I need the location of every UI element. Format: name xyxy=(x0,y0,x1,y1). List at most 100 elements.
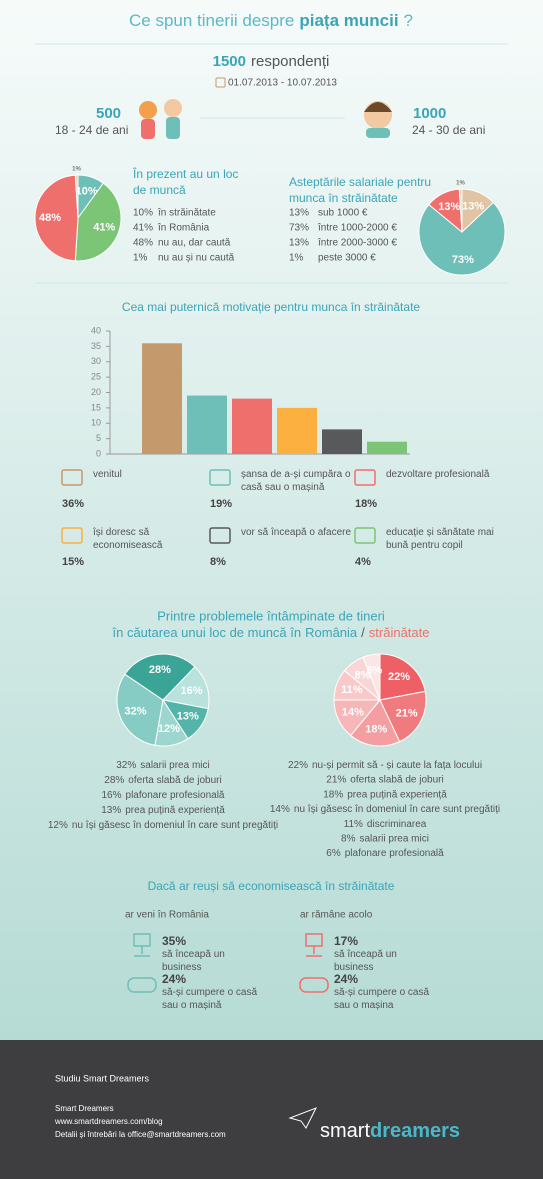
legend-label: sub 1000 € xyxy=(318,208,368,219)
legend-entry: 13% prea puțină experiență xyxy=(101,805,225,816)
respondents-count: 1500 xyxy=(213,53,246,70)
legend-label: între 2000-3000 € xyxy=(317,238,397,249)
legend-entry: 21% oferta slabă de joburi xyxy=(326,774,443,785)
legend-value: 32% xyxy=(116,760,136,771)
legend-value: 19% xyxy=(210,498,232,510)
problems-title-part: străinătate xyxy=(369,625,430,640)
legend-label: între 1000-2000 € xyxy=(317,223,397,234)
legend-label: nu își găsesc în domeniul în care sunt p… xyxy=(294,804,500,815)
pie-label: 41% xyxy=(93,221,115,233)
legend-label: vor să înceapă o afacere xyxy=(241,527,352,538)
legend-label: în străinătate xyxy=(157,208,216,219)
pie-label: 14% xyxy=(342,707,364,719)
legend-icon xyxy=(354,527,376,544)
legend-entry: 6% plafonare profesională xyxy=(326,848,444,859)
pie-slice xyxy=(116,673,164,746)
legend-label-box: vor să înceapă o afacere xyxy=(241,527,352,538)
legend-label: venitul xyxy=(93,469,122,480)
pie-label: 6% xyxy=(366,665,382,677)
savings-heading: ar rămâne acolo xyxy=(300,910,373,921)
savings-text: să-și cumpere o casă sau o mașina xyxy=(334,987,430,1011)
legend-value: 21% xyxy=(326,774,346,785)
logo-icon xyxy=(288,1107,318,1129)
legend-entry: 16% plafonare profesională xyxy=(102,790,225,801)
savings-text-box: să înceapă un business xyxy=(334,949,397,973)
legend-value: 14% xyxy=(270,804,290,815)
pie-label: 21% xyxy=(396,707,418,719)
legend-icon xyxy=(209,527,231,544)
pie-label: 18% xyxy=(365,724,387,736)
legend-value: 41% xyxy=(133,223,153,234)
legend-label: salarii prea mici xyxy=(359,833,428,844)
pie-label: 13% xyxy=(462,200,484,212)
legend-entry: 18% prea puțină experiență xyxy=(323,789,447,800)
title-part: Ce spun tinerii despre xyxy=(129,11,294,30)
pie-slice xyxy=(362,653,381,701)
legend-label: prea puțină experiență xyxy=(125,805,225,816)
legend-label: își doresc să economisească xyxy=(93,527,163,551)
legend-value: 1% xyxy=(133,253,148,264)
pie-label: 1% xyxy=(72,167,81,173)
pie-label: 22% xyxy=(388,671,410,683)
period: 01.07.2013 - 10.07.2013 xyxy=(228,78,337,89)
bar xyxy=(322,429,362,454)
legend-label: peste 3000 € xyxy=(318,253,376,264)
car-icon xyxy=(127,977,157,993)
legend-entry: 14% nu își găsesc în domeniul în care sun… xyxy=(270,804,500,815)
legend-label: șansa de a-și cumpăra o casă sau o mașin… xyxy=(241,469,351,493)
pie-slice xyxy=(34,174,79,262)
pie-label: 1% xyxy=(456,181,465,187)
legend-entry: 28% oferta slabă de joburi xyxy=(104,775,221,786)
pie-slice xyxy=(379,690,427,743)
legend-icon xyxy=(61,527,83,544)
legend-label: plafonare profesională xyxy=(345,848,444,859)
pie-label: 28% xyxy=(149,664,171,676)
pie-label: 13% xyxy=(177,711,199,723)
pie-slice xyxy=(349,699,401,747)
legend-label: nu au și nu caută xyxy=(158,253,235,264)
legend-value: 28% xyxy=(104,775,124,786)
pie-label: 48% xyxy=(39,212,61,224)
young-couple-icon xyxy=(139,99,182,139)
pie-label: 8% xyxy=(354,670,370,682)
savings-text: să-și cumpere o casă sau o mașină xyxy=(162,987,258,1011)
savings-heading: ar veni în România xyxy=(125,910,209,921)
car-icon xyxy=(299,977,329,993)
y-tick-label: 40 xyxy=(91,325,101,335)
pie-label: 12% xyxy=(158,723,180,735)
pie-label: 32% xyxy=(124,706,146,718)
logo: smartdreamers xyxy=(320,1120,460,1142)
footer-background xyxy=(0,1040,543,1179)
bar xyxy=(232,398,272,454)
group-age: 18 - 24 de ani xyxy=(55,123,128,137)
legend-icon xyxy=(354,469,376,486)
pie-label: 73% xyxy=(452,254,474,266)
legend-entry: 12% nu își găsesc în domeniul în care sun… xyxy=(48,820,278,831)
legend-value: 48% xyxy=(133,238,153,249)
legend-label: oferta slabă de joburi xyxy=(128,775,221,786)
legend-label: discriminarea xyxy=(367,818,427,829)
pie-title: În prezent au un loc de muncă xyxy=(133,167,239,197)
y-tick-label: 20 xyxy=(91,387,101,397)
legend-icon xyxy=(209,469,231,486)
legend-label: oferta slabă de joburi xyxy=(350,774,443,785)
legend-value: 22% xyxy=(288,760,308,771)
title-part: piața muncii xyxy=(299,11,398,30)
legend-entry: 32% salarii prea mici xyxy=(116,760,209,771)
logo-part: smart xyxy=(320,1120,370,1142)
legend-label: educație și sănătate mai bună pentru cop… xyxy=(386,527,494,551)
legend-entry: 22% nu-și permit să - și caute la fața lo… xyxy=(288,760,482,771)
savings-value: 17% xyxy=(334,934,358,948)
footer-url[interactable]: www.smartdreamers.com/blog xyxy=(54,1117,163,1126)
problems-title: Printre problemele întâmpinate de tineri xyxy=(157,608,385,623)
legend-value: 13% xyxy=(101,805,121,816)
respondents-label: respondenți xyxy=(251,53,329,70)
pie-title-box: Asteptările salariale pentru munca în st… xyxy=(289,175,431,205)
footer-company: Smart Dreamers xyxy=(55,1104,114,1113)
problems-title-part: în căutarea unui loc de muncă în xyxy=(112,625,302,640)
legend-label-box: venitul xyxy=(93,469,122,480)
legend-value: 8% xyxy=(210,556,226,568)
bar xyxy=(367,441,407,454)
problems-title: în căutarea unui loc de muncă în România /… xyxy=(112,625,430,640)
pie-slice xyxy=(124,653,196,701)
